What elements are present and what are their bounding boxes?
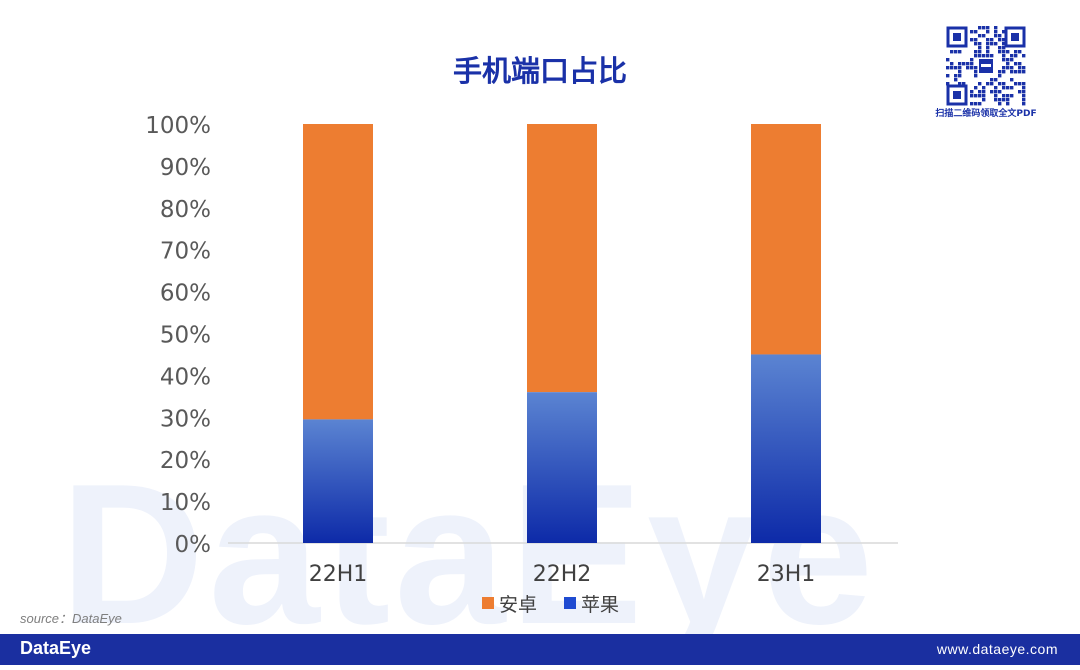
legend-swatch-0	[482, 597, 494, 609]
x-tick-label: 23H1	[757, 562, 816, 587]
x-tick-label: 22H2	[533, 562, 592, 587]
footer-bar: DataEye www.dataeye.com	[0, 634, 1080, 665]
footer-url[interactable]: www.dataeye.com	[936, 641, 1058, 657]
y-tick-label: 50%	[160, 323, 211, 349]
chart: 0% 10% 20% 30% 40% 50% 60% 70% 80% 90% 100% 22H1 22…	[145, 113, 898, 616]
bar-android-22H2	[527, 124, 597, 393]
bar-apple-23H1	[751, 354, 821, 543]
qr-code-icon	[946, 26, 1026, 106]
bar-android-22H1	[303, 124, 373, 420]
y-tick-label: 20%	[160, 448, 211, 474]
legend-swatch-1	[564, 597, 576, 609]
bar-apple-22H2	[527, 392, 597, 543]
legend-label: 苹果	[581, 594, 619, 616]
y-tick-label: 80%	[160, 197, 211, 223]
y-tick-label: 90%	[160, 155, 211, 181]
y-tick-label: 60%	[160, 281, 211, 307]
y-tick-label: 40%	[160, 364, 211, 390]
y-tick-label: 100%	[145, 113, 211, 139]
footer-brand: DataEye	[20, 638, 92, 658]
watermark: DataEye	[60, 443, 878, 666]
bar-apple-22H1	[303, 419, 373, 543]
x-tick-label: 22H1	[309, 562, 368, 587]
legend-label: 安卓	[499, 594, 537, 616]
qr-caption: 扫描二维码领取全文PDF	[935, 109, 1037, 119]
y-tick-label: 30%	[160, 406, 211, 432]
y-tick-label: 10%	[160, 490, 211, 516]
bar-android-23H1	[751, 124, 821, 355]
source-note: source：DataEye	[20, 611, 122, 626]
y-tick-label: 0%	[175, 532, 212, 558]
y-tick-label: 70%	[160, 239, 211, 265]
chart-title: 手机端口占比	[452, 54, 627, 88]
